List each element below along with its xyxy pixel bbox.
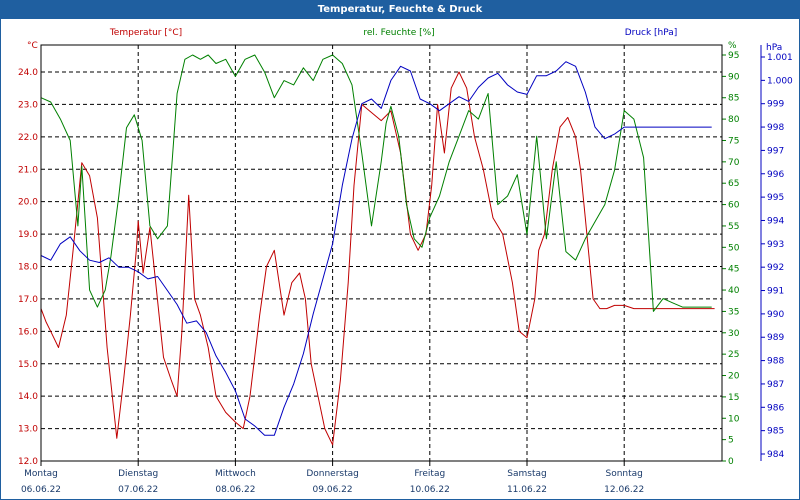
pressure-tick-label: 989 bbox=[767, 333, 784, 343]
pressure-tick-label: 985 bbox=[767, 427, 784, 437]
humidity-tick-label: 50 bbox=[728, 243, 740, 253]
pressure-unit-label: hPa bbox=[766, 43, 782, 53]
humidity-tick-label: 40 bbox=[728, 286, 740, 296]
temperature-tick-label: 12.0 bbox=[18, 457, 38, 467]
humidity-tick-label: 30 bbox=[728, 329, 740, 339]
date-tick-label: 12.06.22 bbox=[604, 485, 644, 495]
pressure-axis-label: Druck [hPa] bbox=[625, 28, 678, 38]
temperature-axis-label: Temperatur [°C] bbox=[109, 28, 182, 38]
humidity-axis-label: rel. Feuchte [%] bbox=[363, 28, 434, 38]
pressure-tick-label: 986 bbox=[767, 403, 784, 413]
pressure-tick-label: 999 bbox=[767, 100, 784, 110]
series-line-temperature bbox=[40, 71, 715, 446]
humidity-tick-label: 75 bbox=[728, 136, 739, 146]
series-line-humidity bbox=[40, 54, 712, 312]
humidity-unit-label: % bbox=[728, 41, 737, 51]
chart-title: Temperatur, Feuchte & Druck bbox=[1, 1, 799, 19]
pressure-tick-label: 997 bbox=[767, 146, 784, 156]
humidity-tick-label: 5 bbox=[728, 436, 734, 446]
day-tick-label: Montag bbox=[24, 469, 58, 479]
humidity-tick-label: 35 bbox=[728, 307, 739, 317]
humidity-tick-label: 85 bbox=[728, 94, 739, 104]
temperature-tick-label: 15.0 bbox=[18, 360, 38, 370]
pressure-tick-label: 993 bbox=[767, 240, 784, 250]
humidity-tick-label: 70 bbox=[728, 158, 740, 168]
pressure-tick-label: 992 bbox=[767, 263, 784, 273]
pressure-tick-label: 1.000 bbox=[767, 76, 793, 86]
day-tick-label: Dienstag bbox=[118, 469, 158, 479]
temperature-tick-label: 24.0 bbox=[18, 68, 38, 78]
date-tick-label: 08.06.22 bbox=[215, 485, 255, 495]
pressure-tick-label: 994 bbox=[767, 216, 784, 226]
temperature-tick-label: 20.0 bbox=[18, 198, 38, 208]
humidity-tick-label: 95 bbox=[728, 51, 739, 61]
humidity-tick-label: 65 bbox=[728, 179, 739, 189]
date-tick-label: 10.06.22 bbox=[410, 485, 450, 495]
pressure-tick-label: 995 bbox=[767, 193, 784, 203]
pressure-tick-label: 984 bbox=[767, 450, 784, 460]
temperature-tick-label: 13.0 bbox=[18, 425, 38, 435]
humidity-tick-label: 25 bbox=[728, 350, 739, 360]
day-tick-label: Sonntag bbox=[606, 469, 643, 479]
temperature-tick-label: 22.0 bbox=[18, 133, 38, 143]
temperature-tick-label: 23.0 bbox=[18, 100, 38, 110]
plot-area-border bbox=[40, 44, 723, 462]
temperature-tick-label: 19.0 bbox=[18, 230, 38, 240]
humidity-tick-label: 45 bbox=[728, 265, 739, 275]
series-line-pressure bbox=[40, 61, 712, 436]
humidity-tick-label: 15 bbox=[728, 393, 739, 403]
date-tick-label: 11.06.22 bbox=[507, 485, 547, 495]
date-tick-label: 07.06.22 bbox=[118, 485, 158, 495]
date-tick-label: 09.06.22 bbox=[313, 485, 353, 495]
temperature-tick-label: 21.0 bbox=[18, 165, 38, 175]
day-tick-label: Mittwoch bbox=[215, 469, 256, 479]
day-tick-label: Samstag bbox=[507, 469, 546, 479]
humidity-tick-label: 60 bbox=[728, 201, 740, 211]
pressure-tick-label: 991 bbox=[767, 287, 784, 297]
temperature-tick-label: 18.0 bbox=[18, 263, 38, 273]
humidity-tick-label: 80 bbox=[728, 115, 740, 125]
temperature-tick-label: 16.0 bbox=[18, 327, 38, 337]
humidity-tick-label: 55 bbox=[728, 222, 739, 232]
temperature-unit-label: °C bbox=[27, 41, 38, 51]
pressure-tick-label: 998 bbox=[767, 123, 784, 133]
pressure-tick-label: 990 bbox=[767, 310, 784, 320]
pressure-tick-label: 1.001 bbox=[767, 53, 793, 63]
humidity-tick-label: 10 bbox=[728, 414, 740, 424]
humidity-tick-label: 90 bbox=[728, 72, 740, 82]
humidity-tick-label: 20 bbox=[728, 372, 740, 382]
pressure-tick-label: 996 bbox=[767, 170, 784, 180]
pressure-tick-label: 987 bbox=[767, 380, 784, 390]
humidity-tick-label: 0 bbox=[728, 457, 734, 467]
date-tick-label: 06.06.22 bbox=[21, 485, 61, 495]
temperature-tick-label: 17.0 bbox=[18, 295, 38, 305]
pressure-tick-label: 988 bbox=[767, 357, 784, 367]
temperature-tick-label: 14.0 bbox=[18, 392, 38, 402]
day-tick-label: Freitag bbox=[414, 469, 445, 479]
day-tick-label: Donnerstag bbox=[306, 469, 359, 479]
